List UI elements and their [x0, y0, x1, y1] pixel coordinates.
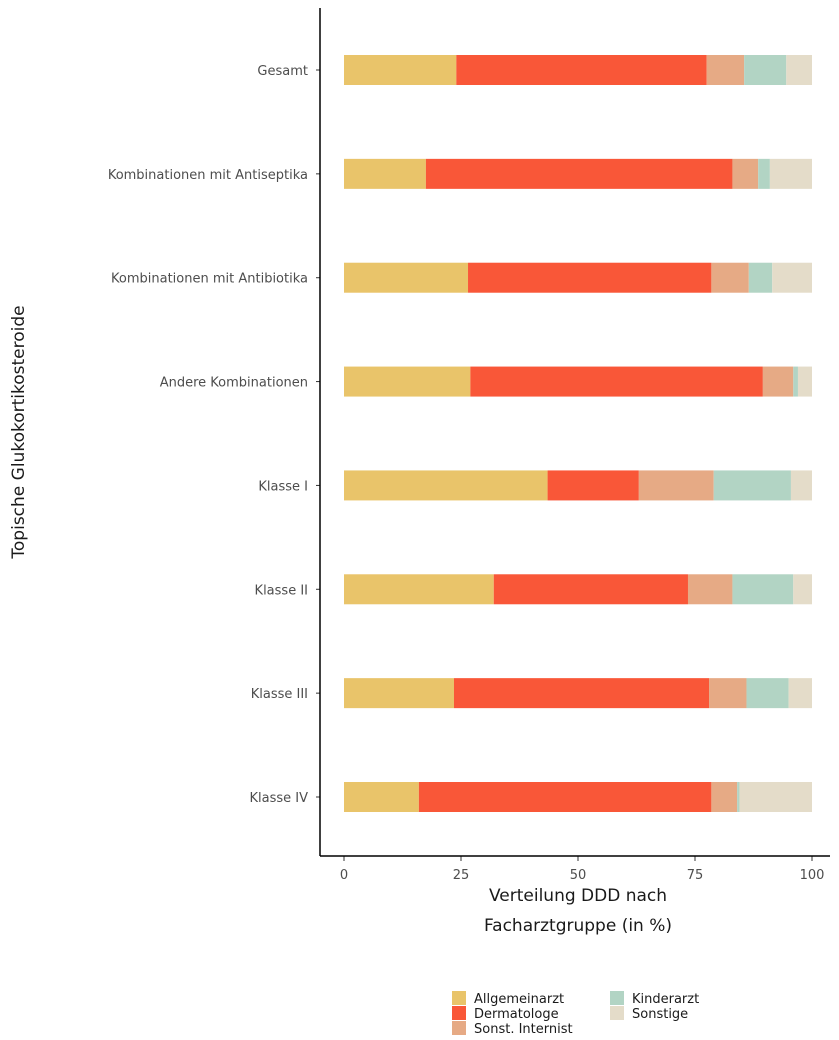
bar-segment-kinderarzt-0	[744, 55, 787, 85]
bar-segment-sonst-internist-5	[687, 574, 733, 605]
legend-key	[610, 991, 624, 1005]
bar-segment-dermatologe-4	[547, 470, 639, 501]
category-label: Klasse II	[255, 583, 308, 598]
legend-key	[452, 1021, 466, 1035]
legend-label: Allgemeinarzt	[474, 992, 564, 1007]
x-tick-label: 25	[453, 868, 470, 883]
bar-segment-sonst-internist-6	[709, 678, 747, 709]
bar-segment-allgemeinarzt-4	[344, 470, 548, 501]
bar-segment-allgemeinarzt-6	[344, 678, 454, 709]
bar-segment-sonstige-4	[790, 470, 812, 501]
x-tick-label: 75	[687, 868, 704, 883]
bar-segment-sonstige-7	[739, 782, 812, 812]
legend-key	[452, 1006, 466, 1020]
bar-segment-kinderarzt-2	[748, 262, 773, 293]
bar-segment-sonst-internist-1	[732, 158, 759, 189]
category-labels: Gesamt Kombinationen mit Antiseptika Kombi…	[108, 64, 320, 806]
bar-segment-kinderarzt-5	[732, 574, 794, 605]
legend-label: Sonstige	[632, 1007, 688, 1022]
bar-segment-dermatologe-3	[470, 366, 763, 397]
x-tick-label: 50	[570, 868, 587, 883]
bar-segment-sonst-internist-2	[711, 262, 749, 293]
bar-segment-kinderarzt-3	[793, 366, 798, 397]
bar-segment-kinderarzt-6	[746, 678, 789, 709]
category-label: Andere Kombinationen	[160, 376, 308, 391]
bar-segment-sonstige-2	[772, 262, 812, 293]
bar-segment-sonst-internist-7	[711, 782, 738, 812]
bar-segment-allgemeinarzt-2	[344, 262, 469, 293]
bars-layer	[344, 55, 812, 812]
x-axis-title-line-1: Verteilung DDD nach	[489, 886, 667, 906]
bar-segment-dermatologe-6	[453, 678, 710, 709]
bar-segment-dermatologe-0	[456, 55, 707, 85]
bar-segment-sonstige-1	[769, 158, 812, 189]
bar-segment-sonst-internist-3	[762, 366, 794, 397]
legend-label: Dermatologe	[474, 1007, 559, 1022]
bar-segment-dermatologe-7	[418, 782, 712, 812]
bar-segment-allgemeinarzt-7	[344, 782, 419, 812]
category-label: Klasse IV	[249, 791, 308, 806]
y-axis-title: Topische Glukokortikosteroide	[9, 305, 29, 559]
bar-segment-sonstige-0	[786, 55, 812, 85]
bar-segment-dermatologe-2	[468, 262, 712, 293]
legend-key	[452, 991, 466, 1005]
x-tick-label: 100	[800, 868, 825, 883]
bar-segment-dermatologe-1	[425, 158, 733, 189]
bar-segment-sonstige-3	[797, 366, 812, 397]
bar-segment-allgemeinarzt-3	[344, 366, 471, 397]
bar-segment-kinderarzt-1	[758, 158, 770, 189]
bar-segment-sonst-internist-0	[706, 55, 745, 85]
bar-segment-kinderarzt-7	[737, 782, 740, 812]
legend-key	[610, 1006, 624, 1020]
bar-segment-sonstige-6	[788, 678, 812, 709]
bar-segment-allgemeinarzt-1	[344, 158, 426, 189]
bar-segment-sonst-internist-4	[638, 470, 714, 501]
legend-label: Kinderarzt	[632, 992, 699, 1007]
bar-segment-kinderarzt-4	[713, 470, 791, 501]
legend-label: Sonst. Internist	[474, 1022, 573, 1037]
bar-segment-allgemeinarzt-0	[344, 55, 457, 85]
category-label: Kombinationen mit Antibiotika	[111, 272, 308, 287]
x-axis-ticks: 0 25 50 75 100	[340, 856, 825, 883]
x-axis-title-line-2: Facharztgruppe (in %)	[484, 916, 672, 936]
bar-segment-allgemeinarzt-5	[344, 574, 494, 605]
category-label: Klasse I	[258, 479, 308, 494]
category-label: Kombinationen mit Antiseptika	[108, 168, 308, 183]
x-tick-label: 0	[340, 868, 348, 883]
bar-segment-sonstige-5	[793, 574, 812, 605]
category-label: Gesamt	[257, 64, 308, 79]
category-label: Klasse III	[251, 687, 308, 702]
bar-segment-dermatologe-5	[493, 574, 688, 605]
